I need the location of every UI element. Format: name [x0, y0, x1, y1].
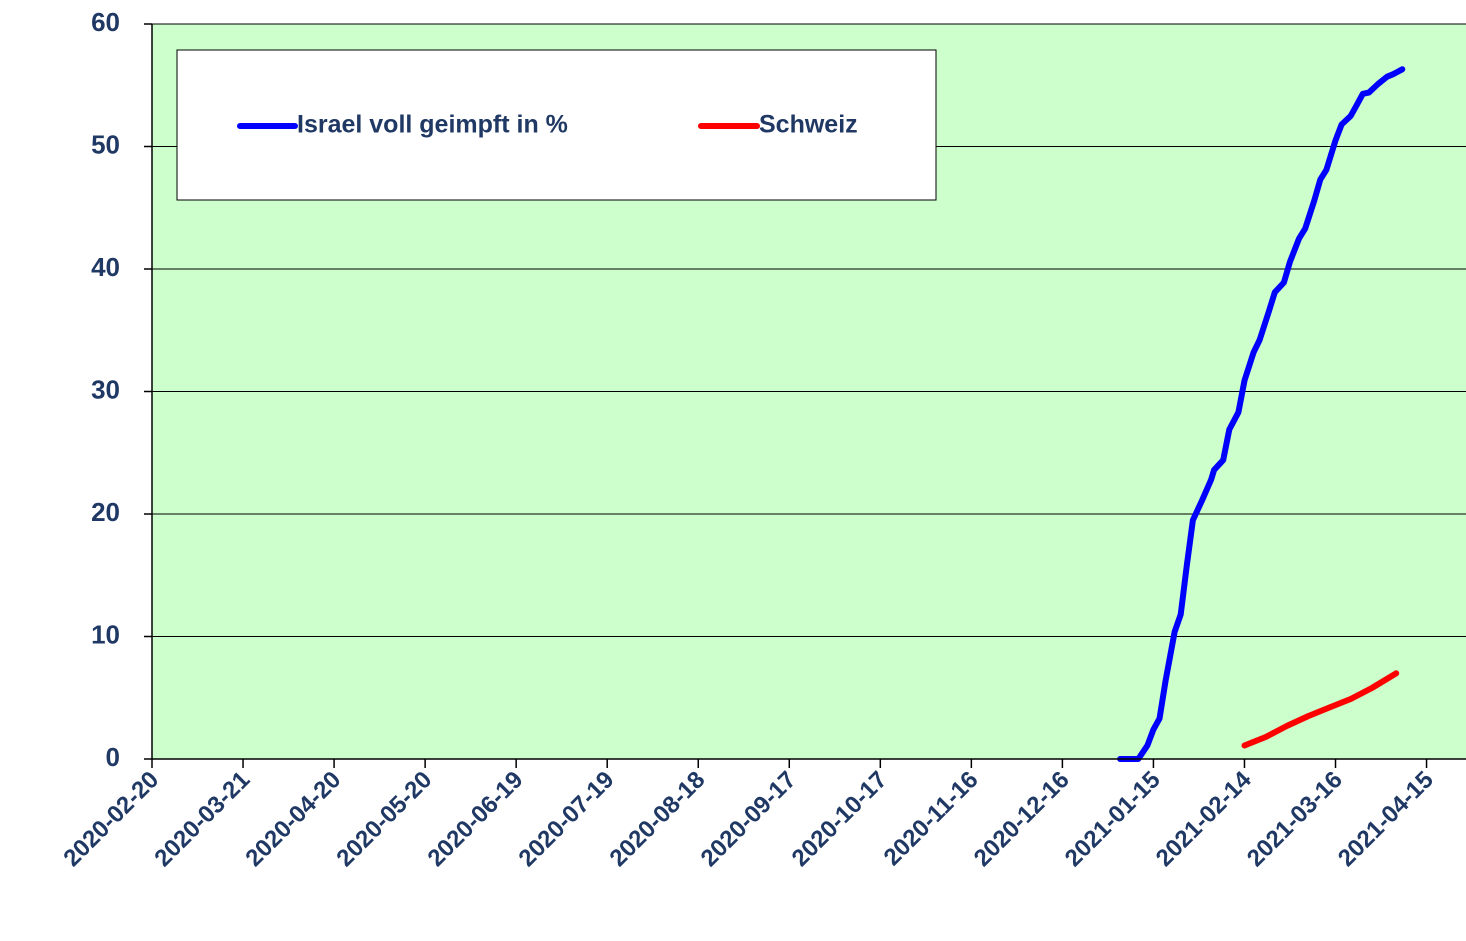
x-tick-label: 2020-06-19 [422, 766, 528, 872]
x-tick-label: 2020-03-21 [149, 766, 255, 872]
legend-label: Israel voll geimpft in % [297, 111, 568, 139]
y-tick-label: 30 [91, 374, 120, 404]
series-line [1241, 670, 1400, 749]
x-tick-label: 2020-02-20 [58, 766, 164, 872]
x-tick-label: 2021-03-16 [1242, 766, 1348, 872]
x-tick-label: 2020-09-17 [696, 766, 802, 872]
y-tick-label: 20 [91, 497, 120, 527]
x-tick-label: 2020-12-16 [969, 766, 1075, 872]
x-tick-label: 2020-10-17 [787, 766, 893, 872]
x-tick-label: 2021-02-14 [1151, 766, 1257, 872]
y-tick-label: 60 [91, 7, 120, 37]
legend: Israel voll geimpft in % Schweiz [176, 49, 937, 201]
x-tick-label: 2020-11-16 [879, 766, 984, 871]
y-tick-label: 0 [106, 742, 120, 772]
y-tick-label: 40 [91, 252, 120, 282]
x-tick-label: 2020-08-18 [605, 766, 711, 872]
x-tick-label: 2020-05-20 [331, 766, 437, 872]
y-tick-label: 50 [91, 129, 120, 159]
legend-box [176, 49, 937, 201]
x-tick-label: 2021-01-15 [1060, 766, 1166, 872]
y-tick-label: 10 [91, 619, 120, 649]
x-tick-label: 2021-04-15 [1333, 766, 1439, 872]
x-tick-label: 2020-07-19 [514, 766, 620, 872]
legend-label: Schweiz [759, 111, 858, 139]
series-line [1117, 66, 1406, 762]
x-tick-label: 2020-04-20 [240, 766, 346, 872]
lines [1117, 66, 1406, 762]
